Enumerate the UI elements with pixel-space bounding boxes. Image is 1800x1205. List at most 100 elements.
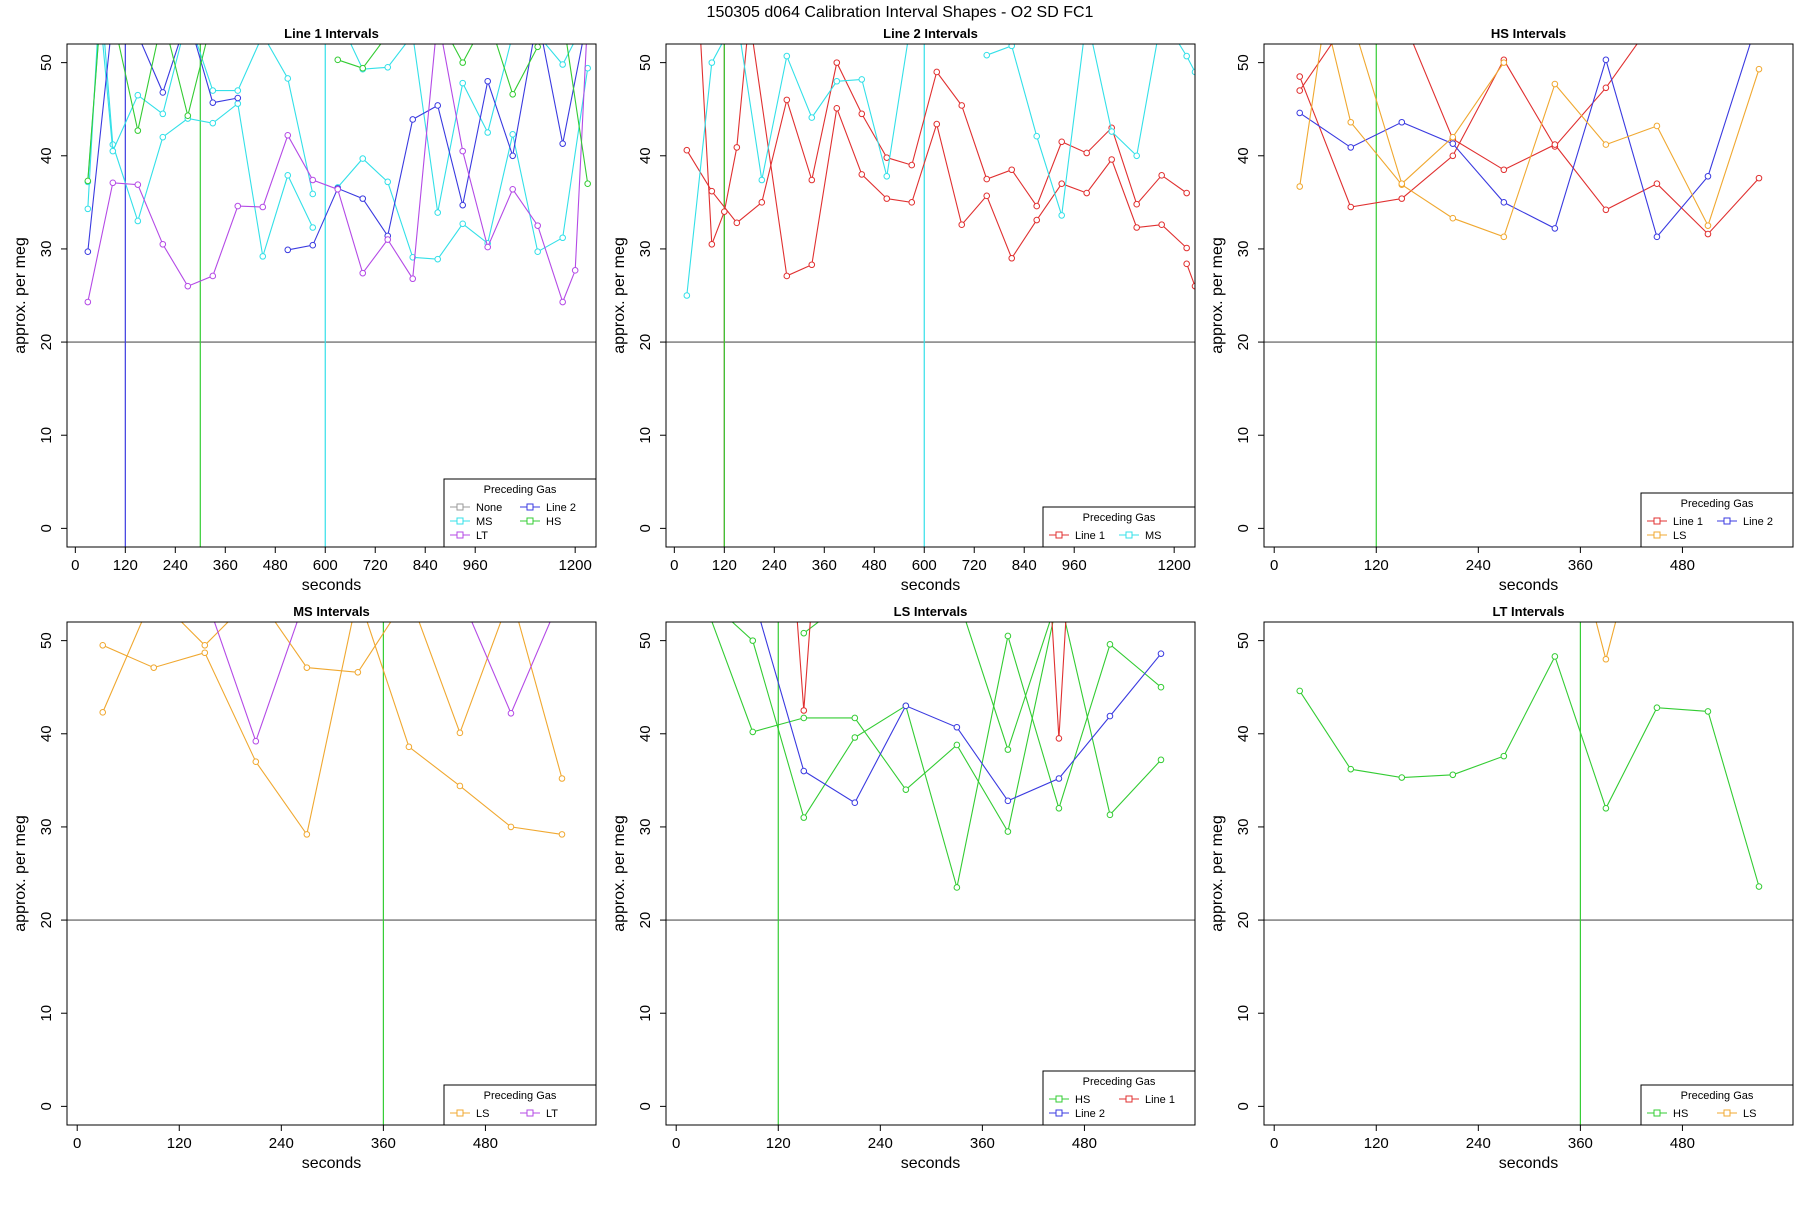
data-point: [683, 146, 691, 154]
data-point: [783, 272, 791, 280]
series-ls: [99, 622, 566, 838]
y-axis-label: approx. per meg: [12, 815, 29, 932]
y-tick-label: 40: [637, 725, 654, 742]
y-tick-label: 30: [637, 241, 654, 258]
legend-swatch-marker: [1055, 1095, 1063, 1103]
data-point: [559, 61, 566, 68]
x-tick-label: 360: [213, 557, 238, 574]
series-line: [1299, 655, 1760, 887]
data-point: [1704, 708, 1712, 715]
series-hs: [1296, 653, 1763, 890]
data-point: [1602, 206, 1610, 214]
legend-box: [1640, 492, 1794, 548]
series-line: [986, 44, 1195, 216]
data-point: [309, 224, 317, 231]
data-point: [534, 222, 541, 229]
y-axis: 0 10 20 30 40 50 approx. per meg: [1209, 632, 1264, 1111]
data-point: [851, 714, 859, 722]
series-line: [87, 44, 314, 195]
y-axis-label: approx. per meg: [611, 237, 628, 354]
y-tick-label: 40: [637, 147, 654, 164]
data-point: [134, 127, 142, 134]
y-tick-label: 10: [1235, 427, 1252, 444]
series-line: [796, 622, 811, 711]
data-point: [384, 63, 392, 71]
series-line: [350, 44, 574, 213]
data-point: [507, 823, 515, 831]
data-point: [99, 641, 107, 649]
x-tick-label: 0: [71, 557, 79, 574]
legend-title: Preceding Gas: [484, 1090, 557, 1102]
data-point: [459, 220, 467, 228]
series-ms: [683, 44, 909, 299]
data-point: [758, 199, 766, 206]
data-point: [1653, 704, 1661, 711]
data-point: [749, 728, 757, 736]
legend-label: None: [476, 502, 502, 514]
x-tick-label: 960: [463, 557, 488, 574]
data-point: [1602, 655, 1610, 663]
data-point: [359, 269, 367, 277]
legend-entry-hs: HS: [1647, 1108, 1688, 1120]
data-point: [456, 782, 464, 790]
chart-panel-2: Line 2 Intervals 0 120 240 360 480 600 720 840 96…: [611, 26, 1196, 594]
legend-title: Preceding Gas: [1681, 498, 1754, 510]
data-point: [456, 729, 464, 737]
data-point: [733, 144, 741, 151]
legend-swatch-marker: [456, 503, 464, 511]
data-point: [883, 195, 891, 202]
x-tick-label: 120: [1364, 557, 1389, 574]
y-axis: 0 10 20 30 40 50 approx. per meg: [1209, 54, 1264, 533]
data-point: [953, 884, 961, 891]
data-point: [1449, 140, 1457, 147]
data-point: [303, 831, 311, 838]
y-tick-label: 50: [38, 54, 55, 71]
legend-entry-line-2: Line 2: [520, 502, 576, 514]
data-point: [534, 248, 541, 256]
data-point: [1058, 180, 1066, 188]
chart-panel-5: LS Intervals 0 120 240 360 480 seconds 0 10 20 30 4…: [611, 604, 1196, 1172]
data-point: [1602, 804, 1610, 812]
plot-area: [1264, 622, 1793, 1125]
data-point: [1157, 683, 1165, 691]
data-point: [1183, 260, 1190, 268]
series-lt: [213, 622, 551, 745]
data-point: [908, 161, 916, 169]
data-point: [858, 76, 866, 83]
data-point: [1008, 44, 1016, 50]
legend-label: HS: [546, 516, 561, 528]
data-point: [354, 669, 362, 676]
data-point: [409, 116, 417, 123]
data-point: [284, 75, 292, 82]
data-point: [159, 133, 167, 141]
data-point: [958, 102, 966, 109]
series-line-2: [84, 44, 242, 256]
panel-title: Line 2 Intervals: [883, 26, 978, 41]
data-point: [983, 175, 991, 183]
y-tick-label: 10: [637, 1005, 654, 1022]
series-line: [1595, 622, 1617, 662]
data-point: [1058, 212, 1066, 219]
data-point: [800, 629, 808, 637]
data-point: [234, 94, 242, 102]
legend-swatch-marker: [1055, 531, 1063, 539]
data-point: [1653, 233, 1661, 241]
data-point: [708, 59, 716, 66]
data-point: [1296, 109, 1304, 117]
x-tick-label: 600: [313, 557, 338, 574]
data-point: [234, 202, 242, 210]
data-point: [1158, 172, 1165, 179]
data-point: [1083, 149, 1091, 157]
y-tick-label: 20: [637, 334, 654, 351]
series-line-1: [1296, 44, 1763, 238]
chart-panel-6: LT Intervals 0 120 240 360 480 seconds 0 10 20 30 4…: [1209, 604, 1794, 1172]
series-line-1: [1296, 44, 1638, 211]
data-point: [1347, 203, 1355, 211]
data-point: [559, 298, 566, 306]
data-point: [558, 831, 566, 838]
data-point: [209, 87, 217, 94]
data-point: [1347, 144, 1355, 151]
data-point: [509, 186, 516, 193]
data-point: [1755, 174, 1763, 182]
legend-label: Line 1: [1673, 516, 1703, 528]
